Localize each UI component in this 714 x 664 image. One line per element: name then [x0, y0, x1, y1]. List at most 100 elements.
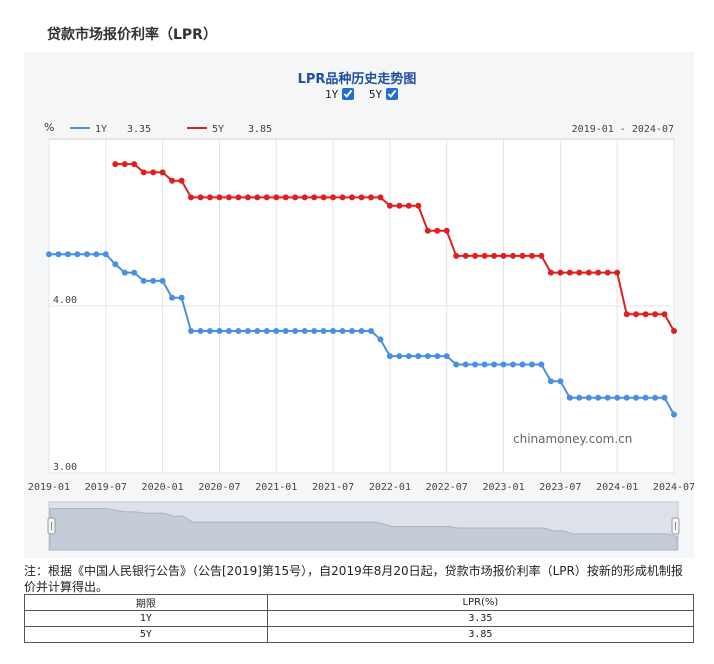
- data-point-1y[interactable]: [424, 353, 431, 360]
- data-point-5y[interactable]: [623, 311, 630, 318]
- data-point-5y[interactable]: [510, 252, 516, 259]
- data-point-1y[interactable]: [55, 251, 62, 258]
- data-point-5y[interactable]: [207, 194, 213, 201]
- toggle-5y-checkbox[interactable]: [386, 88, 399, 100]
- data-point-1y[interactable]: [472, 361, 479, 368]
- data-point-5y[interactable]: [529, 252, 535, 259]
- data-point-5y[interactable]: [131, 161, 138, 168]
- data-point-5y[interactable]: [576, 269, 583, 276]
- data-point-5y[interactable]: [178, 177, 185, 184]
- data-point-1y[interactable]: [320, 328, 327, 334]
- data-point-5y[interactable]: [292, 194, 299, 201]
- data-point-5y[interactable]: [159, 169, 166, 176]
- data-point-1y[interactable]: [349, 328, 355, 334]
- data-point-1y[interactable]: [510, 361, 516, 368]
- data-point-1y[interactable]: [368, 328, 374, 334]
- data-point-5y[interactable]: [462, 252, 469, 259]
- data-point-1y[interactable]: [311, 328, 318, 334]
- data-point-5y[interactable]: [263, 194, 270, 201]
- data-point-5y[interactable]: [595, 269, 602, 276]
- data-point-5y[interactable]: [396, 202, 403, 209]
- data-point-1y[interactable]: [46, 251, 52, 258]
- data-point-5y[interactable]: [235, 194, 242, 201]
- data-point-5y[interactable]: [547, 269, 554, 276]
- data-point-5y[interactable]: [188, 194, 194, 201]
- data-point-1y[interactable]: [292, 328, 299, 334]
- data-point-5y[interactable]: [661, 311, 668, 318]
- data-point-1y[interactable]: [547, 378, 554, 385]
- data-point-1y[interactable]: [339, 328, 346, 334]
- data-point-1y[interactable]: [434, 353, 441, 360]
- data-point-1y[interactable]: [121, 269, 128, 276]
- data-point-1y[interactable]: [671, 411, 677, 418]
- data-point-1y[interactable]: [244, 328, 251, 334]
- data-point-5y[interactable]: [311, 194, 318, 201]
- data-point-5y[interactable]: [273, 194, 280, 201]
- data-point-1y[interactable]: [491, 361, 498, 368]
- data-point-5y[interactable]: [633, 311, 640, 318]
- data-point-1y[interactable]: [557, 378, 564, 385]
- data-point-5y[interactable]: [282, 194, 289, 201]
- data-point-5y[interactable]: [405, 202, 412, 209]
- data-point-5y[interactable]: [197, 194, 204, 201]
- data-point-1y[interactable]: [301, 328, 308, 334]
- data-point-5y[interactable]: [121, 161, 128, 168]
- data-point-1y[interactable]: [131, 269, 138, 276]
- data-point-5y[interactable]: [585, 269, 592, 276]
- data-point-5y[interactable]: [472, 252, 479, 259]
- data-point-1y[interactable]: [481, 361, 488, 368]
- data-point-1y[interactable]: [529, 361, 535, 368]
- data-point-1y[interactable]: [225, 328, 232, 334]
- data-point-5y[interactable]: [169, 177, 176, 184]
- data-point-5y[interactable]: [225, 194, 232, 201]
- data-point-1y[interactable]: [64, 251, 71, 258]
- data-point-5y[interactable]: [301, 194, 308, 201]
- data-point-1y[interactable]: [358, 328, 365, 334]
- data-point-1y[interactable]: [500, 361, 507, 368]
- toggle-1y-checkbox[interactable]: [342, 88, 355, 100]
- data-point-1y[interactable]: [216, 328, 223, 334]
- data-point-1y[interactable]: [74, 251, 81, 258]
- data-point-5y[interactable]: [500, 252, 507, 259]
- data-point-1y[interactable]: [652, 394, 659, 401]
- data-point-5y[interactable]: [415, 202, 422, 209]
- data-point-5y[interactable]: [519, 252, 526, 259]
- data-point-1y[interactable]: [273, 328, 280, 334]
- data-point-1y[interactable]: [169, 294, 176, 301]
- data-point-1y[interactable]: [330, 328, 337, 334]
- data-point-5y[interactable]: [377, 194, 384, 201]
- data-point-1y[interactable]: [178, 294, 185, 301]
- data-point-5y[interactable]: [358, 194, 365, 201]
- data-point-1y[interactable]: [386, 353, 393, 360]
- data-point-5y[interactable]: [604, 269, 611, 276]
- data-point-1y[interactable]: [235, 328, 242, 334]
- data-point-1y[interactable]: [93, 251, 100, 258]
- data-point-5y[interactable]: [671, 328, 677, 334]
- data-point-5y[interactable]: [216, 194, 223, 201]
- data-point-5y[interactable]: [566, 269, 573, 276]
- data-point-1y[interactable]: [462, 361, 469, 368]
- data-point-5y[interactable]: [339, 194, 346, 201]
- data-point-1y[interactable]: [207, 328, 213, 334]
- data-point-5y[interactable]: [491, 252, 498, 259]
- data-point-1y[interactable]: [254, 328, 261, 334]
- data-point-5y[interactable]: [642, 311, 649, 318]
- data-point-5y[interactable]: [320, 194, 327, 201]
- data-point-5y[interactable]: [349, 194, 355, 201]
- data-point-1y[interactable]: [443, 353, 450, 360]
- data-point-1y[interactable]: [102, 251, 109, 258]
- data-point-1y[interactable]: [263, 328, 270, 334]
- data-point-5y[interactable]: [386, 202, 393, 209]
- data-point-5y[interactable]: [140, 169, 147, 176]
- data-point-5y[interactable]: [453, 252, 460, 259]
- data-point-1y[interactable]: [576, 394, 583, 401]
- data-point-1y[interactable]: [396, 353, 403, 360]
- data-point-1y[interactable]: [623, 394, 630, 401]
- data-point-1y[interactable]: [197, 328, 204, 334]
- data-point-1y[interactable]: [538, 361, 545, 368]
- data-point-1y[interactable]: [188, 328, 194, 334]
- data-point-5y[interactable]: [434, 227, 441, 234]
- data-point-5y[interactable]: [481, 252, 488, 259]
- data-point-1y[interactable]: [595, 394, 602, 401]
- data-point-1y[interactable]: [83, 251, 90, 258]
